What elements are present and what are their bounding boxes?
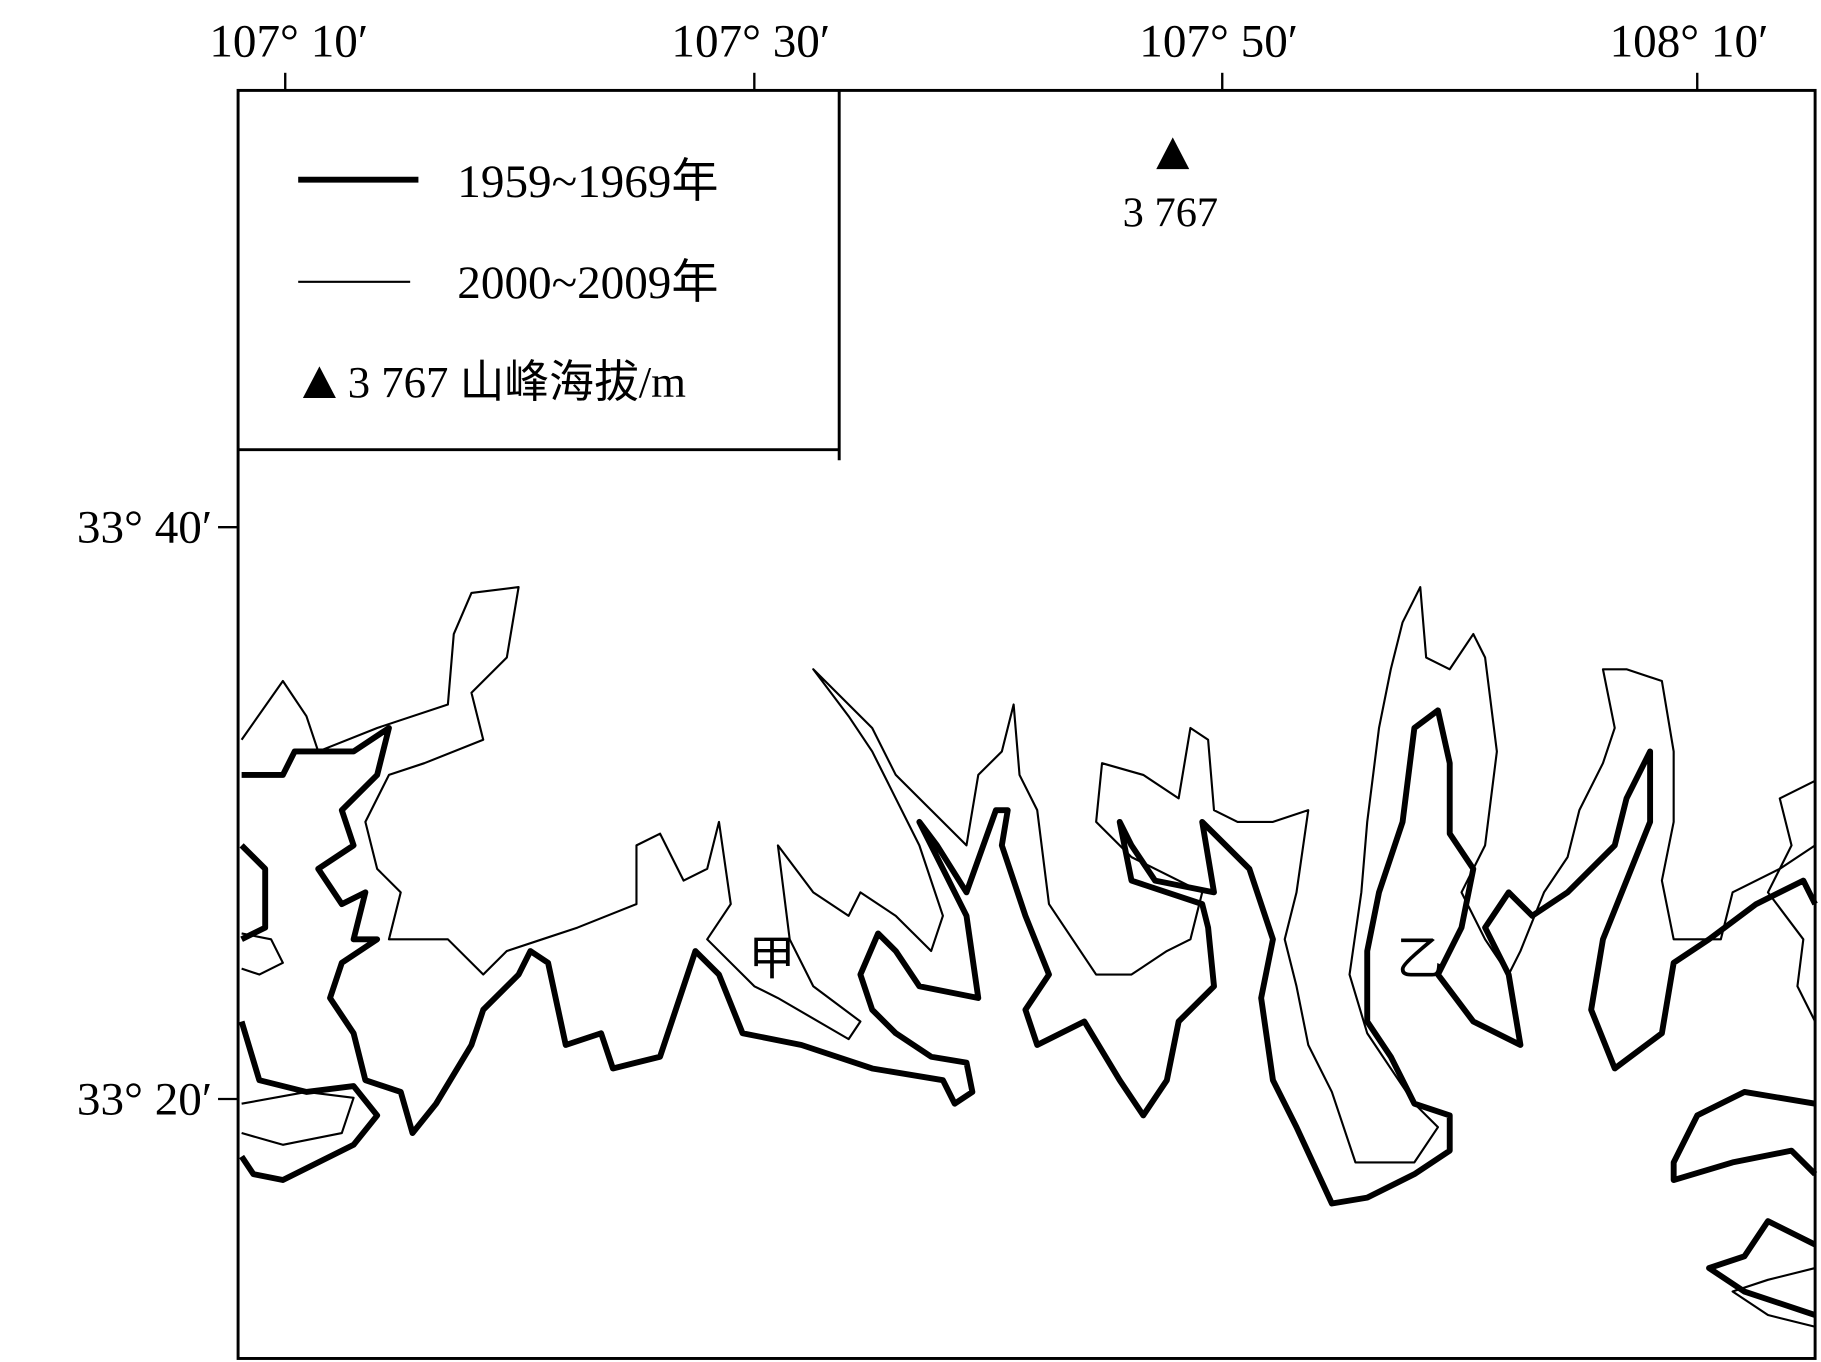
tick-label-lon: 107° 10′ <box>209 15 368 67</box>
thin-contour <box>1766 779 1817 1022</box>
place-label-yi: 乙 <box>1397 934 1444 986</box>
thick-contour <box>241 707 1818 1207</box>
triangle-icon <box>1156 137 1190 170</box>
contours-1959-1969 <box>238 707 1818 1318</box>
thick-contour <box>1670 1089 1818 1183</box>
place-label-jia: 甲 <box>748 934 795 986</box>
legend-thick-label: 1959~1969年 <box>457 156 718 208</box>
tick-label-lon: 108° 10′ <box>1610 15 1769 67</box>
peak-elevation: 3 767 <box>1123 190 1218 237</box>
tick-label-lat: 33° 40′ <box>77 502 212 554</box>
thick-contour <box>238 1020 381 1183</box>
contours-2000-2009 <box>240 586 1817 1328</box>
top-axis: 107° 10′ 107° 30′ 107° 50′ 108° 10′ <box>209 15 1769 91</box>
thick-contour <box>1706 1218 1817 1318</box>
peak-marker: 3 767 <box>1123 137 1218 237</box>
thin-contour <box>1731 1267 1816 1328</box>
tick-label-lat: 33° 20′ <box>77 1073 212 1125</box>
thin-contour <box>240 586 1816 1164</box>
thin-contour <box>241 932 284 976</box>
legend: 1959~1969年 2000~2009年 3 767 山峰海拔/m <box>238 90 841 461</box>
thick-contour <box>239 843 269 942</box>
left-axis: 33° 40′ 33° 20′ <box>77 502 239 1125</box>
triangle-icon <box>302 366 336 399</box>
legend-peak-label: 3 767 山峰海拔/m <box>348 357 687 407</box>
tick-label-lon: 107° 50′ <box>1139 15 1298 67</box>
legend-border <box>238 90 841 461</box>
legend-thin-label: 2000~2009年 <box>457 257 718 309</box>
thin-contour <box>241 1090 355 1146</box>
tick-label-lon: 107° 30′ <box>671 15 830 67</box>
map-frame <box>236 88 1817 1360</box>
